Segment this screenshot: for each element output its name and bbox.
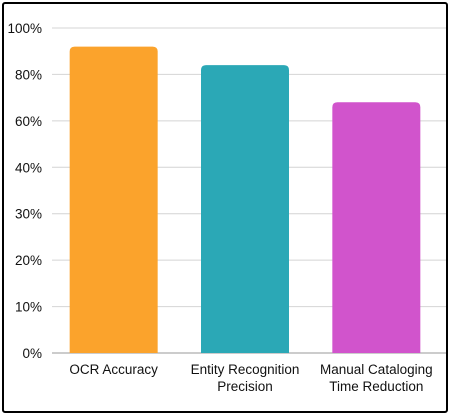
y-tick-label: 60%	[15, 114, 42, 129]
y-tick-label: 40%	[15, 160, 42, 175]
bar	[69, 46, 158, 353]
x-axis-labels: OCR Accuracy Entity Recognition Precision M…	[69, 362, 432, 394]
x-tick-label-line: Manual Cataloging	[320, 362, 433, 377]
x-tick-label-line: Precision	[217, 379, 273, 394]
y-tick-label: 30%	[15, 207, 42, 222]
y-tick-label: 100%	[7, 21, 42, 36]
x-tick-label-line: Entity Recognition	[191, 362, 300, 377]
y-tick-label: 80%	[15, 67, 42, 82]
x-tick-label: OCR Accuracy	[69, 362, 158, 377]
x-tick-label-line: OCR Accuracy	[69, 362, 158, 377]
x-tick-label-line: Time Reduction	[329, 379, 423, 394]
y-tick-label: 0%	[22, 346, 42, 361]
bars	[69, 46, 421, 354]
y-tick-label: 10%	[15, 300, 42, 315]
bar	[332, 102, 421, 354]
x-tick-label: Entity Recognition Precision	[191, 362, 300, 394]
y-axis: 0% 10% 20% 30% 40% 60% 80% 100%	[7, 21, 42, 361]
bar	[201, 65, 289, 354]
y-tick-label: 20%	[15, 253, 42, 268]
x-tick-label: Manual Cataloging Time Reduction	[320, 362, 433, 394]
